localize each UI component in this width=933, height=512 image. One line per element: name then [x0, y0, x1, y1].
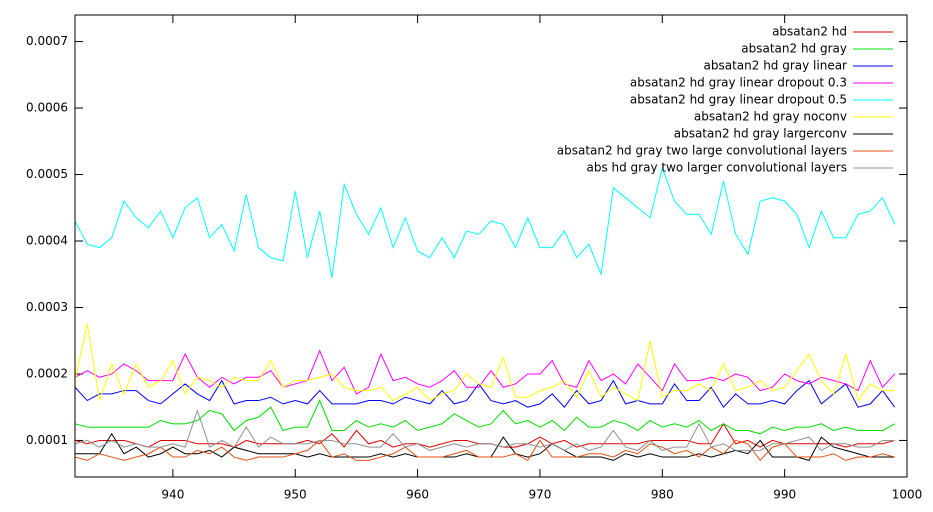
- plot-frame: [74, 14, 908, 478]
- y-tick-label: 0.0006: [26, 101, 68, 115]
- x-tick-label: 1000: [892, 488, 923, 502]
- x-tick-label: 940: [161, 488, 184, 502]
- y-tick-label: 0.0001: [26, 433, 68, 447]
- legend-label: absatan2 hd gray linear dropout 0.3: [630, 76, 847, 90]
- y-tick-label: 0.0007: [26, 34, 68, 48]
- y-tick-label: 0.0003: [26, 300, 68, 314]
- series-line: [74, 349, 896, 395]
- legend-label: absatan2 hd gray noconv: [694, 110, 847, 124]
- series-line: [74, 399, 895, 435]
- series-line: [74, 439, 895, 462]
- legend-label: absatan2 hd: [772, 25, 847, 39]
- series-line: [74, 324, 895, 402]
- series-line: [74, 408, 895, 452]
- legend-label: absatan2 hd gray linear: [704, 59, 848, 73]
- y-tick-label: 0.0004: [26, 234, 68, 248]
- x-tick-label: 980: [651, 488, 674, 502]
- legend-label: abs hd gray two larger convolutional lay…: [586, 161, 847, 175]
- series-line: [74, 379, 896, 409]
- series-line: [74, 166, 896, 278]
- y-tick-label: 0.0005: [26, 167, 68, 181]
- x-tick-label: 970: [528, 488, 551, 502]
- x-tick-label: 950: [284, 488, 307, 502]
- x-tick-label: 960: [406, 488, 429, 502]
- x-tick-label: 990: [773, 488, 796, 502]
- legend-label: absatan2 hd gray two large convolutional…: [557, 144, 847, 158]
- y-tick-label: 0.0002: [26, 366, 68, 380]
- legend-label: absatan2 hd gray: [741, 42, 847, 56]
- legend-label: absatan2 hd gray largerconv: [674, 127, 847, 141]
- legend-label: absatan2 hd gray linear dropout 0.5: [630, 93, 847, 107]
